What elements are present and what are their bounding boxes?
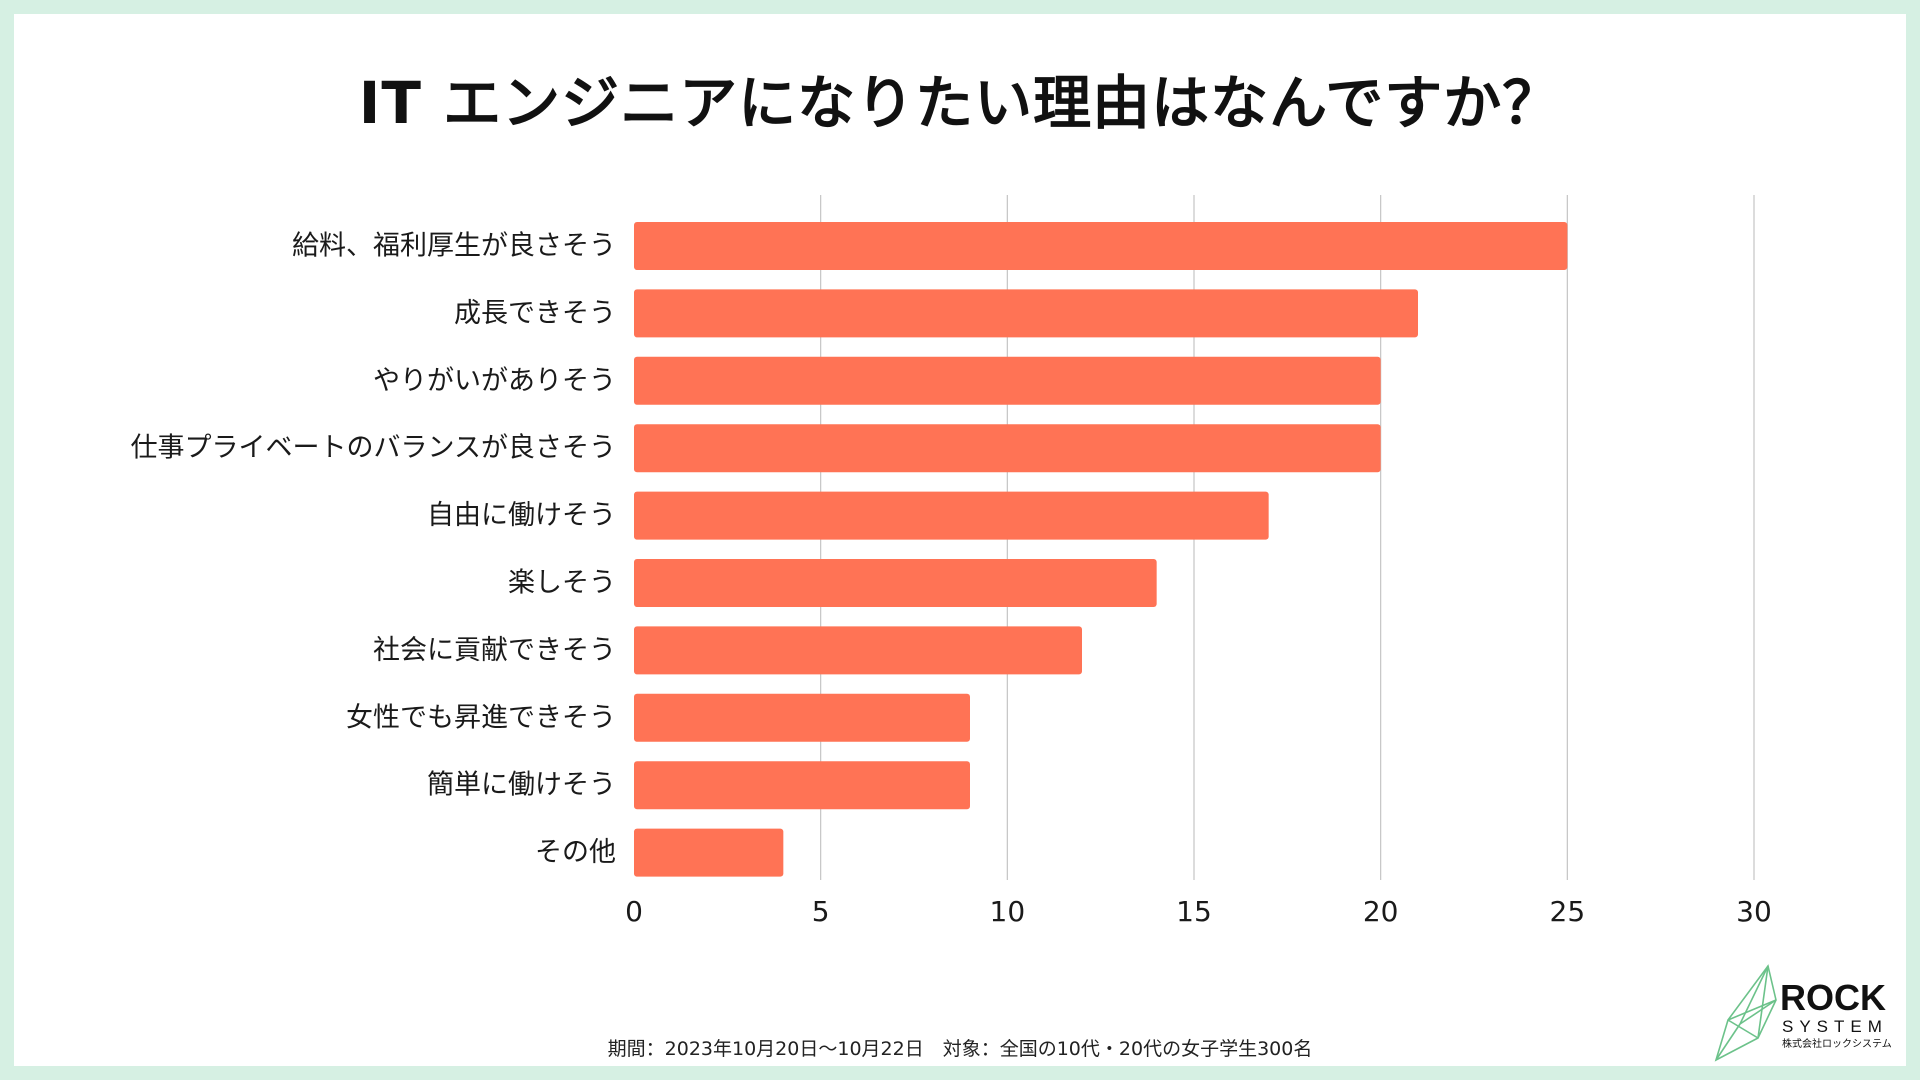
category-label-2: 成長できそう	[454, 298, 616, 329]
logo-name: ROCK	[1780, 977, 1886, 1018]
x-tick-label-25: 25	[1550, 895, 1586, 928]
category-label-8: 女性でも昇進できそう	[346, 702, 616, 733]
logo-subtitle: SYSTEM	[1782, 1017, 1888, 1036]
x-tick-label-0: 0	[625, 895, 643, 928]
category-label-9: 簡単に働けそう	[427, 770, 616, 801]
x-tick-label-30: 30	[1736, 895, 1772, 928]
chart-card	[14, 14, 1906, 1066]
crystal-logo-icon	[1714, 964, 1777, 1062]
bar-2	[634, 289, 1418, 338]
bar-7	[634, 626, 1082, 675]
x-tick-label-5: 5	[812, 895, 830, 928]
bar-5	[634, 491, 1269, 540]
survey-footnote: 期間：2023年10月20日〜10月22日 対象：全国の10代・20代の女子学生…	[607, 1038, 1313, 1060]
bar-1	[634, 222, 1568, 270]
bar-chart: 給料、福利厚生が良さそう成長できそうやりがいがありそう仕事プライベートのバランス…	[131, 195, 1772, 928]
chart-title: IT エンジニアになりたい理由はなんですか？	[358, 69, 1562, 137]
category-label-7: 社会に貢献できそう	[373, 635, 616, 666]
bar-3	[634, 356, 1381, 405]
category-label-3: やりがいがありそう	[373, 365, 616, 396]
bar-8	[634, 693, 970, 742]
category-label-10: その他	[535, 837, 616, 868]
x-tick-label-10: 10	[990, 895, 1026, 928]
category-label-1: 給料、福利厚生が良さそう	[292, 231, 616, 262]
bar-4	[634, 424, 1381, 473]
category-label-6: 楽しそう	[508, 568, 616, 599]
bar-6	[634, 559, 1157, 607]
category-label-4: 仕事プライベートのバランスが良さそう	[131, 433, 616, 464]
rock-system-logo: ROCK SYSTEM 株式会社ロックシステム	[1710, 962, 1900, 1062]
x-tick-label-20: 20	[1363, 895, 1399, 928]
bar-10	[634, 828, 784, 877]
category-label-5: 自由に働けそう	[427, 500, 616, 531]
x-tick-label-15: 15	[1176, 895, 1212, 928]
bar-9	[634, 761, 970, 810]
logo-company-name: 株式会社ロックシステム	[1782, 1039, 1892, 1050]
